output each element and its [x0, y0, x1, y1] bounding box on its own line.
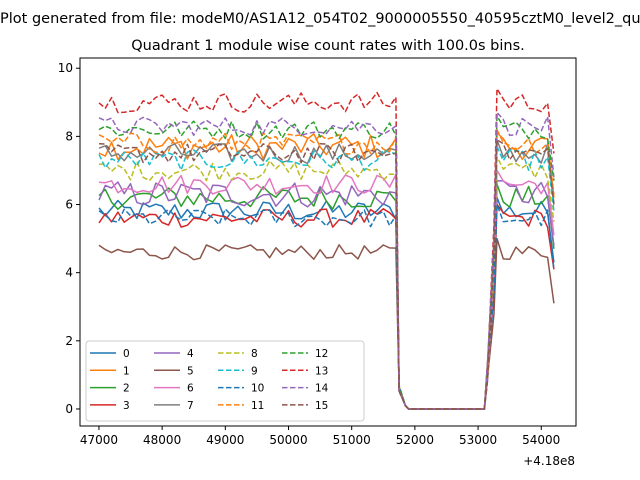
series-line-11 [98, 128, 555, 410]
x-offset-label: +4.18e8 [523, 454, 575, 468]
y-tick-label: 10 [58, 61, 73, 75]
series-line-9 [98, 145, 555, 410]
y-tick-label: 6 [65, 198, 73, 212]
legend-label-0: 0 [123, 348, 130, 360]
y-tick-label: 0 [65, 402, 73, 416]
legend-label-2: 2 [123, 383, 130, 395]
series-line-15 [98, 139, 555, 410]
x-tick-label: 52000 [396, 433, 434, 447]
legend-label-8: 8 [251, 348, 258, 360]
y-axis: 0 2 4 6 8 10 [58, 61, 80, 416]
legend-label-5: 5 [187, 365, 194, 377]
legend-label-7: 7 [187, 400, 194, 412]
axes-frame [79, 57, 577, 427]
y-tick-label: 2 [65, 334, 73, 348]
series-line-12 [98, 115, 555, 410]
x-tick-label: 54000 [522, 433, 560, 447]
x-tick-label: 47000 [80, 433, 118, 447]
series-line-14 [98, 111, 555, 410]
legend-box [85, 340, 365, 422]
legend-label-15: 15 [315, 400, 328, 412]
plot-lines [98, 87, 555, 410]
x-tick-label: 48000 [143, 433, 181, 447]
legend-label-9: 9 [251, 365, 258, 377]
x-axis: 47000 48000 49000 50000 51000 52000 53000 54000 [80, 426, 560, 447]
chart-title: Quadrant 1 module wise count rates with … [131, 38, 525, 54]
series-line-10 [98, 203, 555, 410]
legend-label-13: 13 [315, 365, 328, 377]
x-tick-label: 49000 [206, 433, 244, 447]
legend-label-11: 11 [251, 400, 264, 412]
series-line-8 [98, 156, 555, 410]
figure-suptitle: Plot generated from file: modeM0/AS1A12_… [0, 11, 640, 27]
x-tick-label: 51000 [333, 433, 371, 447]
legend-label-3: 3 [123, 400, 130, 412]
x-tick-label: 53000 [459, 433, 497, 447]
legend-label-6: 6 [187, 383, 194, 395]
x-tick-label: 50000 [269, 433, 307, 447]
legend-label-12: 12 [315, 348, 328, 360]
legend-label-1: 1 [123, 365, 130, 377]
legend-label-4: 4 [187, 348, 194, 360]
y-tick-label: 8 [65, 129, 73, 143]
legend-label-10: 10 [251, 383, 264, 395]
y-tick-label: 4 [65, 266, 73, 280]
legend-label-14: 14 [315, 383, 329, 395]
